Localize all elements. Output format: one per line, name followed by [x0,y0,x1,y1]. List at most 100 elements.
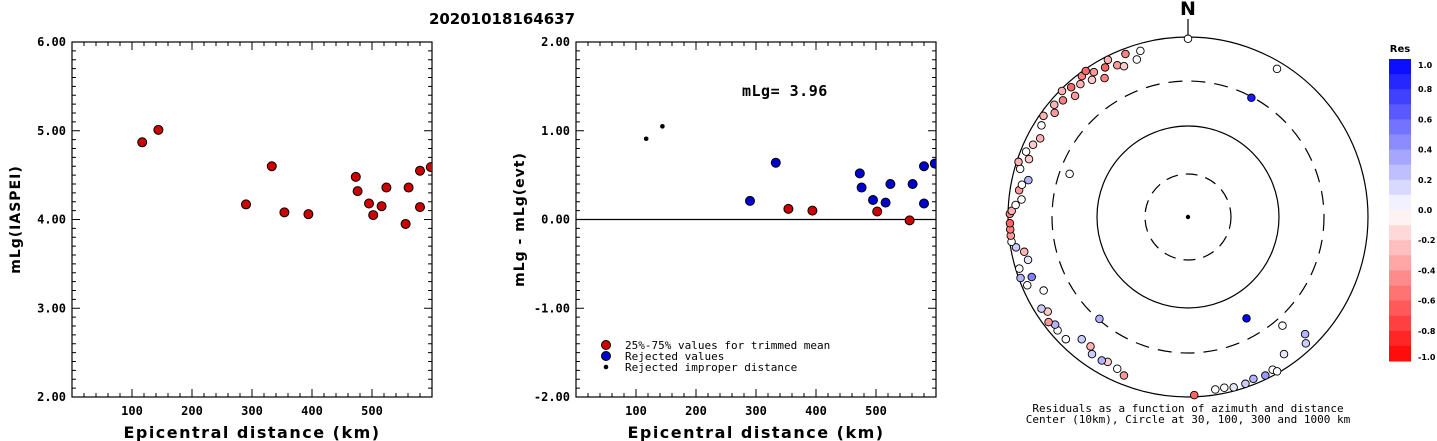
data-point [660,124,665,129]
data-point [415,202,425,213]
x-tick-label: 500 [361,404,383,418]
legend-label: Rejected improper distance [625,361,797,374]
station-point [1241,379,1250,389]
colorbar-segment [1389,210,1411,226]
colorbar-segment [1389,164,1411,181]
colorbar-segment [1389,194,1411,211]
data-point [872,206,883,217]
station-point [1097,356,1107,365]
x-tick-label: 100 [121,404,143,418]
range-circle-100km [1096,125,1280,309]
data-point [770,157,781,168]
station-point [1279,349,1289,359]
station-point [1050,108,1059,118]
legend-label: 25%-75% values for trimmed mean [625,339,830,352]
data-point [745,195,755,206]
station-point [1057,86,1067,96]
azimuth-residual-polar-chart: N Residuals as a function of azimuth and … [1005,0,1369,426]
x-tick-label: 200 [685,404,707,418]
station-point [1095,314,1104,324]
data-point [376,201,387,212]
data-point [153,124,164,135]
station-point [1119,371,1129,380]
station-point [1039,111,1048,121]
station-point [1037,304,1046,313]
y-tick-label: -1.00 [534,301,570,315]
legend: 25%-75% values for trimmed meanRejected … [601,339,830,374]
colorbar-segment [1389,74,1411,90]
plot-frame [71,41,433,398]
station-point [1039,286,1048,295]
legend-marker [601,340,611,350]
data-point [919,198,929,209]
y-axis-label: mLg - mLg(evt) [512,152,528,287]
colorbar-segment [1389,285,1411,302]
colorbar-tick-label: 1.0 [1418,61,1433,70]
data-point [425,162,432,173]
station-point [1100,73,1109,83]
data-point [919,161,929,172]
data-point [381,182,392,193]
colorbar-tick-label: 0.8 [1418,85,1433,94]
x-axis-label: Epicentral distance (km) [627,423,884,441]
station-point [1058,96,1068,105]
station-point [1011,200,1020,210]
x-tick-label: 300 [241,404,263,418]
station-point [1086,342,1095,351]
station-point [1021,147,1031,156]
colorbar-segment [1389,330,1411,347]
station-point [1070,91,1080,101]
station-point [1076,79,1085,89]
y-tick-label: 6.00 [37,35,66,49]
station-point [1103,55,1113,65]
data-point [783,203,794,214]
data-point [907,179,918,189]
y-tick-label: 2.00 [37,390,66,404]
magnitude-vs-distance-chart: 100 200 300 400 500 2.00 3.00 4.00 5.00 6.00 Epice… [8,35,433,441]
station-point [1261,371,1270,380]
colorbar-segment [1389,119,1411,135]
colorbar-segment [1389,225,1411,241]
residual-colorbar: Res 1.0 0.8 0.6 0.4 0.2 0.0 -0.2 -0.4 -0.6 -0.8 -1.… [1389,44,1436,362]
data-point [368,210,379,221]
colorbar-tick-label: -0.8 [1418,327,1436,336]
data-point [137,137,148,148]
legend-label: Rejected values [625,350,724,363]
legend-marker [601,351,611,361]
station-point [1272,367,1282,376]
data-point [856,182,867,193]
data-point [400,218,411,229]
data-points [643,124,936,226]
colorbar-tick-label: -0.6 [1418,297,1436,306]
station-point [1065,169,1074,179]
station-point [1020,247,1029,257]
north-label: N [1180,0,1196,20]
station-point [1220,383,1229,393]
data-point [364,198,374,209]
polar-caption-line2: Center (10km), Circle at 30, 100, 300 an… [1026,413,1351,426]
station-point [1037,121,1046,130]
range-circle-30km [1144,173,1232,261]
station-point [1005,218,1015,228]
station-point [1136,46,1145,56]
y-tick-label: -2.00 [534,390,570,404]
station-point [1132,55,1142,64]
data-point [643,136,649,142]
station-point [1023,280,1032,290]
colorbar-segment [1389,240,1411,256]
station-point [1087,349,1097,359]
x-tick-label: 400 [805,404,827,418]
station-point [1015,264,1024,273]
colorbar-segment [1389,345,1411,362]
colorbar-segment [1389,104,1411,120]
x-tick-label: 500 [865,404,887,418]
data-points [137,124,432,229]
station-point [1044,317,1053,327]
data-point [807,205,818,216]
data-point [352,186,363,197]
data-point [279,207,290,218]
data-point [303,209,314,220]
colorbar-tick-label: -1.0 [1418,353,1436,362]
colorbar-segment [1389,149,1411,166]
